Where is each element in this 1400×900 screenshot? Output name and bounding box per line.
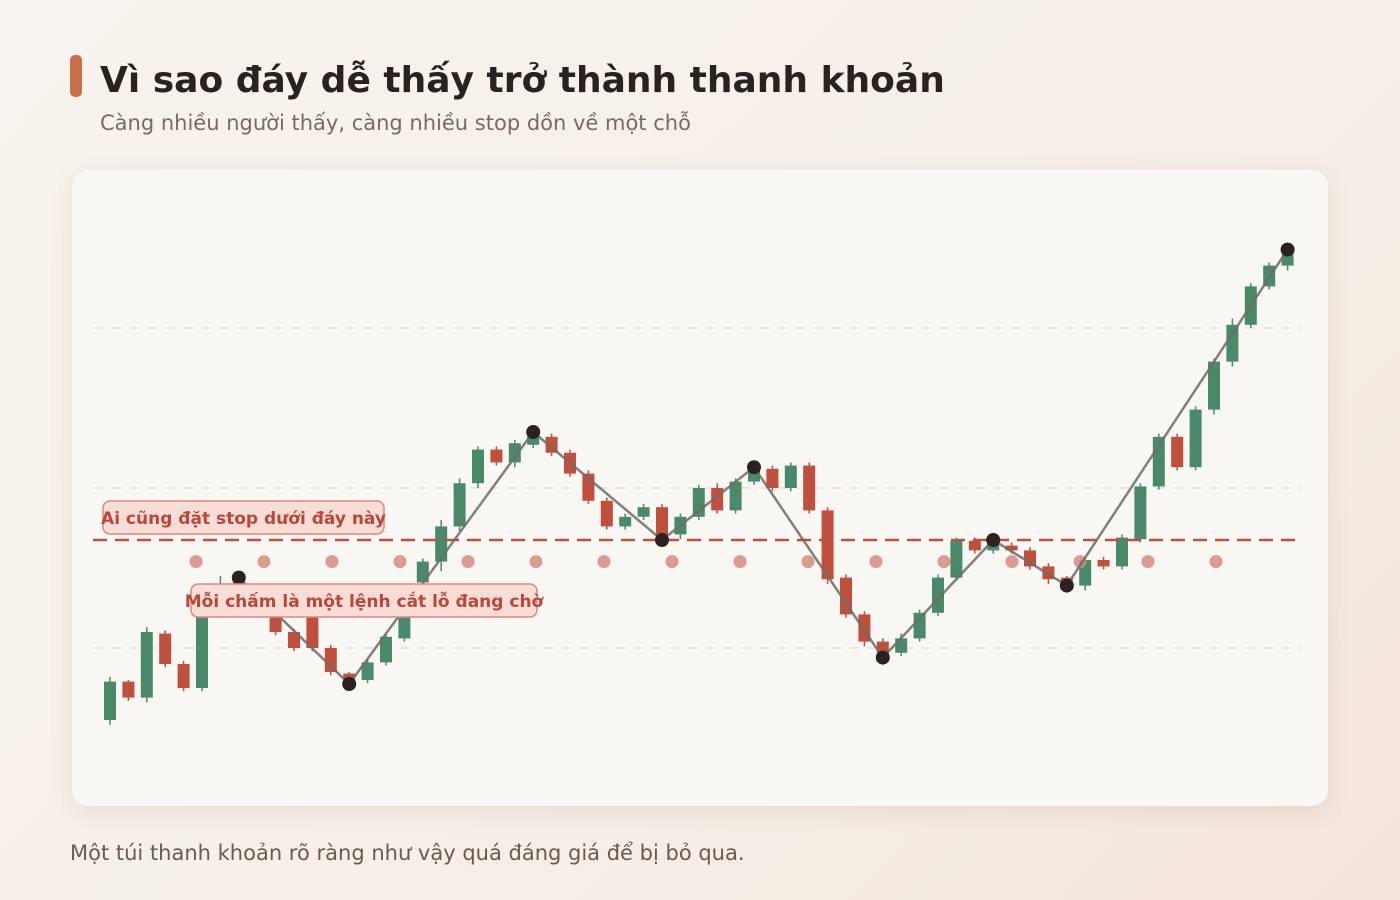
candle-body <box>1226 324 1239 362</box>
candle-body <box>361 662 374 680</box>
candle-body <box>104 681 116 720</box>
swing-point <box>526 425 541 439</box>
stop-order-dot <box>665 555 679 569</box>
candle-body <box>950 540 963 578</box>
accent-bar <box>70 55 82 97</box>
stop-order-dot <box>937 555 951 569</box>
swing-point <box>1059 578 1074 593</box>
candle-body <box>1171 436 1184 468</box>
stop-order-dot <box>597 555 611 569</box>
stop-order-dot <box>393 555 407 569</box>
candle-body <box>1189 409 1202 468</box>
chart-subtitle: Càng nhiều người thấy, càng nhiều stop d… <box>100 110 691 135</box>
candle-body <box>600 500 613 527</box>
stop-order-dot <box>461 555 475 569</box>
plot: Ai cũng đặt stop dưới đáy này Mỗi chấm là… <box>93 242 1303 725</box>
candle-body <box>766 468 779 488</box>
stop-order-dot <box>1005 555 1019 569</box>
candle-body <box>968 540 981 551</box>
swing-point <box>747 460 761 475</box>
candle-body <box>840 577 852 615</box>
annotation-text: Mỗi chấm là một lệnh cắt lỗ đang chờ <box>185 590 545 612</box>
stop-order-dot <box>257 555 271 569</box>
candle-body <box>619 516 632 527</box>
candle-body <box>196 609 208 688</box>
swing-point <box>1280 242 1295 257</box>
candle-body <box>692 488 705 517</box>
annotation-box <box>102 500 385 535</box>
candle-body <box>821 510 834 580</box>
candle-body <box>913 612 926 639</box>
chart-title: Vì sao đáy dễ thấy trở thành thanh khoản <box>100 60 945 101</box>
annotation-text: Ai cũng đặt stop dưới đáy này <box>101 509 386 529</box>
candle-body <box>122 681 135 698</box>
candle-body <box>177 664 190 688</box>
stop-order-dot <box>733 555 747 569</box>
candle-body <box>306 617 319 648</box>
candle-body <box>508 443 521 463</box>
candle-body <box>472 449 484 484</box>
stop-order-dot <box>869 555 883 569</box>
candle-body <box>803 465 816 511</box>
swing-line <box>237 248 1289 686</box>
candle-body <box>637 507 650 517</box>
candle-body <box>784 465 797 488</box>
candle-body <box>656 507 668 541</box>
candle-body <box>729 481 742 511</box>
swing-point <box>986 533 1001 547</box>
candle-body <box>453 483 466 527</box>
candle-body <box>1005 545 1018 551</box>
candle-body <box>895 638 908 653</box>
candle-body <box>324 648 337 672</box>
candle-body <box>1208 361 1220 410</box>
candle-body <box>490 449 503 463</box>
candle-body <box>1097 560 1110 567</box>
swing-point <box>342 677 357 691</box>
candle-body <box>140 632 153 698</box>
annotation-box <box>190 583 538 618</box>
footer-note: Một túi thanh khoản rõ ràng như vậy quá … <box>70 841 745 865</box>
candle-body <box>288 632 300 648</box>
candle-body <box>1281 254 1294 266</box>
stop-order-dot <box>189 555 203 569</box>
stop-order-dot <box>325 555 339 569</box>
candle-body <box>159 633 172 664</box>
swing-point <box>655 533 669 547</box>
candle-body <box>1134 486 1147 540</box>
stop-order-dot <box>529 555 543 569</box>
candle-body <box>380 636 392 663</box>
stop-order-dot <box>1209 555 1223 569</box>
candle-body <box>932 577 944 613</box>
swing-point <box>231 570 246 585</box>
candle-body <box>1116 537 1128 567</box>
stop-order-dot <box>1141 555 1155 569</box>
stop-order-dot <box>801 555 815 569</box>
swing-point <box>875 650 890 665</box>
